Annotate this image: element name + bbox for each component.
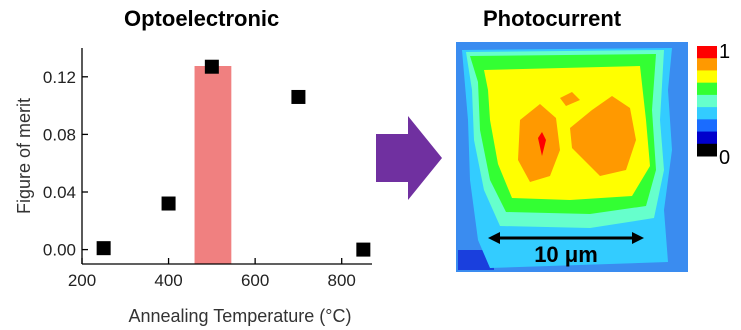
y-axis-title: Figure of merit: [14, 98, 34, 214]
x-tick-label: 800: [328, 271, 356, 290]
data-point: [96, 241, 111, 256]
colorbar-segment: [697, 70, 717, 84]
y-ticks: 0.00 0.04 0.08 0.12: [43, 68, 88, 260]
colorbar-segment: [697, 58, 717, 71]
map-region-orange-spot: [560, 92, 580, 106]
x-tick-label: 200: [68, 271, 96, 290]
left-panel-title: Optoelectronic: [124, 6, 280, 31]
colorbar-segment: [697, 119, 717, 133]
y-tick-label: 0.12: [43, 68, 76, 87]
data-point: [161, 196, 176, 211]
colorbar-min-label: 0: [719, 147, 730, 169]
data-point: [204, 59, 219, 74]
scale-bar-label: 10 μm: [534, 242, 598, 267]
data-point: [291, 89, 306, 104]
scale-bar-right-arrowhead: [632, 232, 644, 244]
colorbar-segment: [697, 46, 717, 59]
map-region-orange-right: [570, 96, 636, 176]
right-arrow-icon: [376, 116, 442, 200]
colorbar: [697, 46, 717, 157]
x-ticks: 200 400 600 800: [68, 258, 356, 290]
map-region-orange-left: [518, 104, 560, 182]
colorbar-max-label: 1: [719, 41, 730, 63]
x-tick-label: 600: [241, 271, 269, 290]
x-axis-title: Annealing Temperature (°C): [129, 306, 352, 326]
scale-bar-left-arrowhead: [488, 232, 500, 244]
data-point: [356, 242, 371, 257]
data-points: [96, 59, 371, 257]
scatter-chart: 0.00 0.04 0.08 0.12 200 400 600 800 Figure of …: [14, 48, 372, 326]
colorbar-segment: [697, 143, 717, 157]
colorbar-segment: [697, 107, 717, 120]
right-panel-title: Photocurrent: [483, 6, 622, 31]
y-tick-label: 0.08: [43, 125, 76, 144]
y-tick-label: 0.04: [43, 183, 76, 202]
photocurrent-map: 10 μm: [456, 42, 688, 272]
x-tick-label: 400: [154, 271, 182, 290]
highlight-band: [194, 66, 232, 264]
y-tick-label: 0.00: [43, 241, 76, 260]
colorbar-segment: [697, 131, 717, 145]
map-region-red-spot: [538, 132, 546, 156]
colorbar-segment: [697, 82, 717, 96]
colorbar-segment: [697, 94, 717, 108]
